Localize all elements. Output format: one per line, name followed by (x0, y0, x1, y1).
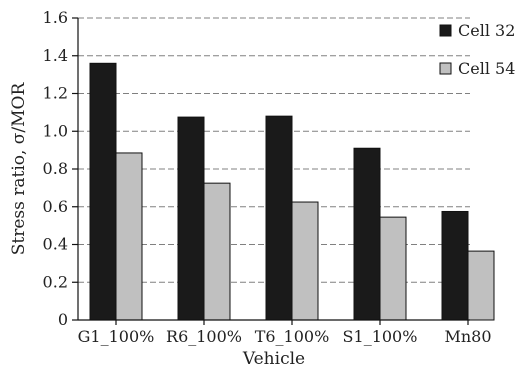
y-tick-label: 0.4 (43, 235, 68, 254)
bar-cell-54-t6-100- (291, 201, 319, 321)
legend-swatch (439, 24, 452, 37)
y-tick-label: 1.4 (43, 46, 68, 65)
axis-layer (72, 17, 470, 325)
bar-cell-32-s1-100- (353, 147, 381, 321)
x-tick-label: T6_100% (255, 327, 330, 346)
legend: Cell 32 Cell 54 (439, 21, 515, 78)
y-tick-label: 0.8 (43, 159, 68, 178)
legend-swatch (439, 62, 452, 75)
x-tick-label: R6_100% (166, 327, 242, 346)
bar-cell-32-mn80 (441, 210, 469, 321)
y-tick-label: 1.2 (43, 84, 68, 103)
y-tick-label: 1.0 (43, 121, 68, 140)
bar-cell-54-s1-100- (379, 216, 407, 321)
bar-cell-54-mn80 (467, 250, 495, 321)
legend-label: Cell 54 (458, 59, 515, 78)
y-tick-label: 0.2 (43, 272, 68, 291)
bar-layer (89, 62, 495, 321)
x-tick-labels: G1_100% R6_100% T6_100% S1_100% Mn80 (78, 327, 492, 346)
x-axis-label: Vehicle (242, 349, 305, 369)
bar-cell-54-g1-100- (115, 152, 143, 321)
bar-cell-32-t6-100- (265, 115, 293, 321)
x-tick-label: S1_100% (343, 327, 418, 346)
bar-cell-32-g1-100- (89, 62, 117, 321)
y-tick-labels: 0 0.2 0.4 0.6 0.8 1.0 1.2 1.4 1.6 (43, 8, 68, 329)
y-axis-label: Stress ratio, σ/MOR (9, 82, 29, 256)
y-tick-label: 1.6 (43, 8, 68, 27)
bar-cell-32-r6-100- (177, 116, 205, 321)
x-tick-label: G1_100% (78, 327, 155, 346)
legend-label: Cell 32 (458, 21, 515, 40)
x-tick-label: Mn80 (444, 327, 491, 346)
y-tick-label: 0.6 (43, 197, 68, 216)
y-tick-label: 0 (58, 310, 68, 329)
bar-cell-54-r6-100- (203, 182, 231, 321)
